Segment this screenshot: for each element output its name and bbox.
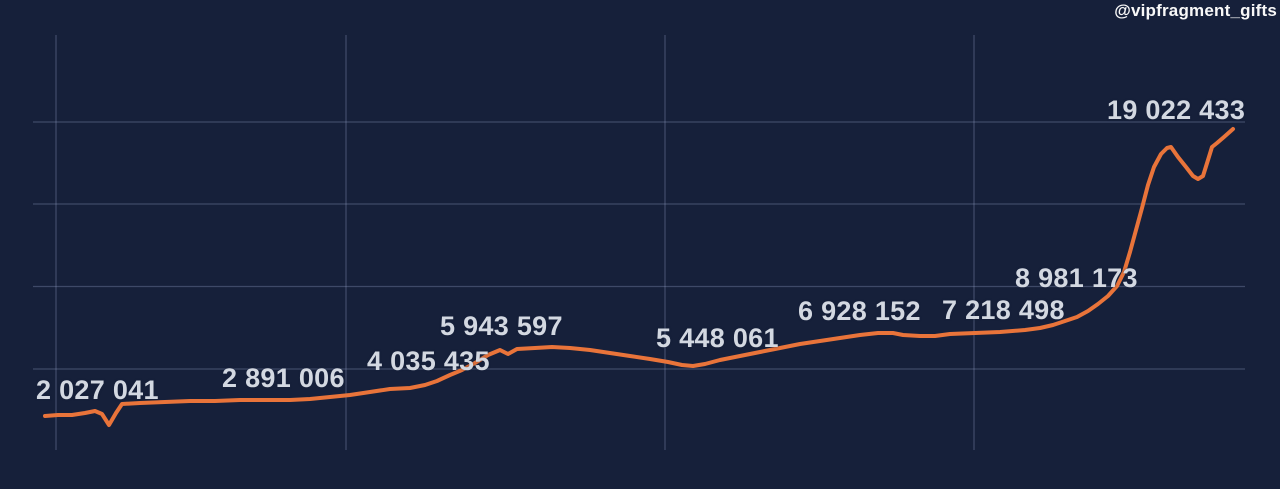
gridlines	[33, 35, 1245, 450]
series-polyline	[43, 127, 1235, 427]
watermark: @vipfragment_gifts	[1114, 1, 1277, 20]
series-line	[43, 127, 1235, 427]
